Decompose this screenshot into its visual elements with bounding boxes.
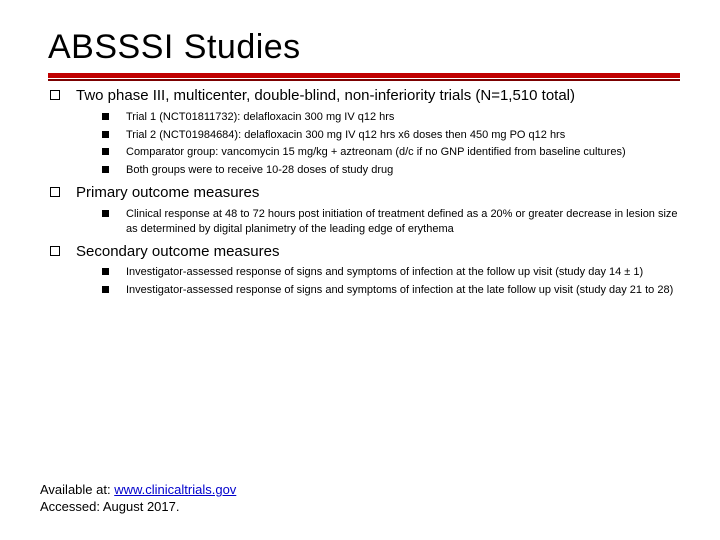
level2-item: Trial 2 (NCT01984684): delafloxacin 300 … — [96, 128, 680, 143]
footer: Available at: www.clinicaltrials.gov Acc… — [40, 481, 236, 516]
footer-prefix: Available at: — [40, 482, 114, 497]
title-underline — [48, 73, 680, 81]
level2-text: Investigator-assessed response of signs … — [126, 265, 680, 280]
underline-top — [48, 73, 680, 78]
level2-text: Comparator group: vancomycin 15 mg/kg + … — [126, 145, 680, 160]
level2-item: Both groups were to receive 10-28 doses … — [96, 163, 680, 178]
level2-item: Trial 1 (NCT01811732): delafloxacin 300 … — [96, 110, 680, 125]
footer-link[interactable]: www.clinicaltrials.gov — [114, 482, 236, 497]
level1-item: Primary outcome measures Clinical respons… — [50, 184, 680, 236]
bullet-list-level2: Trial 1 (NCT01811732): delafloxacin 300 … — [76, 110, 680, 178]
slide-title: ABSSSI Studies — [48, 28, 680, 67]
level2-text: Trial 2 (NCT01984684): delafloxacin 300 … — [126, 128, 680, 143]
level2-item: Investigator-assessed response of signs … — [96, 265, 680, 280]
level1-item: Secondary outcome measures Investigator-a… — [50, 243, 680, 298]
level2-text: Investigator-assessed response of signs … — [126, 283, 680, 298]
level1-heading: Primary outcome measures — [76, 184, 680, 203]
bullet-list-level2: Clinical response at 48 to 72 hours post… — [76, 207, 680, 237]
level2-text: Both groups were to receive 10-28 doses … — [126, 163, 680, 178]
bullet-list-level2: Investigator-assessed response of signs … — [76, 265, 680, 298]
level2-text: Clinical response at 48 to 72 hours post… — [126, 207, 680, 237]
bullet-list-level1: Two phase III, multicenter, double-blind… — [48, 87, 680, 298]
level1-heading: Secondary outcome measures — [76, 243, 680, 262]
level2-item: Clinical response at 48 to 72 hours post… — [96, 207, 680, 237]
level2-item: Investigator-assessed response of signs … — [96, 283, 680, 298]
underline-bot — [48, 79, 680, 81]
level1-item: Two phase III, multicenter, double-blind… — [50, 87, 680, 178]
level2-item: Comparator group: vancomycin 15 mg/kg + … — [96, 145, 680, 160]
level1-heading: Two phase III, multicenter, double-blind… — [76, 87, 680, 106]
slide-content: Two phase III, multicenter, double-blind… — [48, 87, 680, 298]
level2-text: Trial 1 (NCT01811732): delafloxacin 300 … — [126, 110, 680, 125]
footer-accessed: Accessed: August 2017. — [40, 499, 179, 514]
